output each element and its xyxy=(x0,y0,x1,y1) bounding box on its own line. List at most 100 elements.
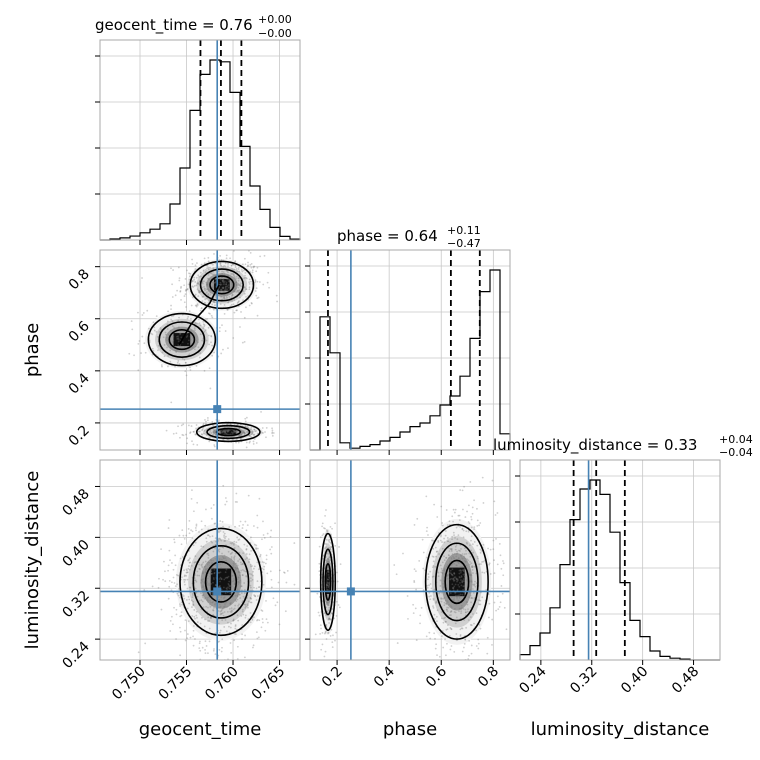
sample-point xyxy=(184,293,187,296)
sample-point xyxy=(188,310,191,312)
sample-point xyxy=(470,526,473,529)
sample-point xyxy=(218,430,221,433)
sample-point xyxy=(202,606,205,609)
sample-point xyxy=(207,561,210,564)
sample-point xyxy=(214,281,217,284)
sample-point xyxy=(231,575,234,577)
sample-point xyxy=(210,540,213,543)
sample-point xyxy=(246,265,249,267)
sample-point xyxy=(247,494,250,497)
sample-point xyxy=(459,607,462,610)
sample-point xyxy=(325,614,328,617)
sample-point xyxy=(480,549,483,552)
sample-point xyxy=(443,596,446,599)
sample-point xyxy=(207,290,210,292)
sample-point xyxy=(451,574,454,577)
sample-point xyxy=(325,601,328,604)
sample-point xyxy=(168,579,171,582)
sample-point xyxy=(198,291,201,294)
sample-point xyxy=(220,612,222,615)
sample-point xyxy=(486,636,489,639)
sample-point xyxy=(249,563,252,566)
sample-point xyxy=(223,281,225,284)
sample-point xyxy=(419,622,421,625)
sample-point xyxy=(237,583,240,585)
sample-point xyxy=(450,558,453,560)
sample-point xyxy=(207,652,209,655)
sample-point xyxy=(251,271,254,274)
sample-point xyxy=(207,288,210,291)
sample-point xyxy=(456,597,458,600)
sample-point xyxy=(329,618,332,621)
sample-point xyxy=(261,621,264,624)
sample-point xyxy=(227,300,230,303)
sample-point xyxy=(192,544,195,547)
sample-point xyxy=(212,273,214,276)
sample-point xyxy=(302,567,304,569)
sample-point xyxy=(166,328,169,330)
sample-point xyxy=(208,572,211,575)
sample-point xyxy=(486,652,489,655)
sample-point xyxy=(239,326,241,328)
sample-point xyxy=(440,611,443,613)
sample-point xyxy=(235,281,238,284)
sample-point xyxy=(447,540,450,543)
sample-point xyxy=(395,573,398,576)
sample-point xyxy=(240,311,242,313)
sample-point xyxy=(221,279,224,282)
sample-point xyxy=(246,603,249,606)
sample-point xyxy=(207,326,210,329)
sample-point xyxy=(222,286,225,289)
sample-point xyxy=(166,339,168,342)
sample-point xyxy=(175,608,178,611)
sample-point xyxy=(183,295,186,297)
sample-point xyxy=(414,607,417,610)
sample-point xyxy=(213,522,216,525)
sample-point xyxy=(195,524,198,527)
sample-point xyxy=(222,605,225,608)
sample-point xyxy=(252,266,255,269)
sample-point xyxy=(226,294,229,296)
tick-label-x: 0.6 xyxy=(423,663,450,690)
sample-point xyxy=(426,584,428,587)
sample-point xyxy=(264,562,267,565)
sample-point xyxy=(151,333,154,336)
sample-point xyxy=(461,650,464,653)
sample-point xyxy=(467,530,470,533)
sample-point xyxy=(207,601,209,603)
sample-point xyxy=(415,588,417,591)
sample-point xyxy=(443,569,446,572)
sample-point xyxy=(195,591,197,594)
sample-point xyxy=(194,321,197,324)
sample-point xyxy=(329,600,331,603)
sample-point xyxy=(473,526,476,529)
sample-point xyxy=(453,572,456,575)
sample-point xyxy=(176,592,179,595)
sample-point xyxy=(260,431,263,434)
sample-point xyxy=(219,288,222,291)
sample-point xyxy=(212,308,215,311)
sample-point xyxy=(257,663,259,665)
sample-point xyxy=(447,601,449,604)
sample-point xyxy=(325,529,328,532)
sample-point xyxy=(455,543,458,546)
sample-point xyxy=(207,268,210,270)
sample-point xyxy=(235,562,238,565)
sample-point xyxy=(180,576,183,579)
density-luminosity_distance-vs-geocent_time xyxy=(175,523,266,641)
sample-point xyxy=(445,603,448,605)
sample-point xyxy=(444,530,447,532)
sample-point xyxy=(213,351,216,354)
sample-point xyxy=(222,597,225,600)
sample-point xyxy=(257,568,260,571)
sample-point xyxy=(442,621,445,624)
sample-point xyxy=(204,570,207,573)
sample-point xyxy=(265,618,268,621)
sample-point xyxy=(477,638,480,641)
sample-point xyxy=(249,584,252,587)
sample-point xyxy=(243,286,246,289)
sample-point xyxy=(167,569,169,572)
sample-point xyxy=(265,427,268,429)
title-luminosity-distance-plus: +0.04 xyxy=(719,433,753,446)
sample-point xyxy=(186,288,189,291)
